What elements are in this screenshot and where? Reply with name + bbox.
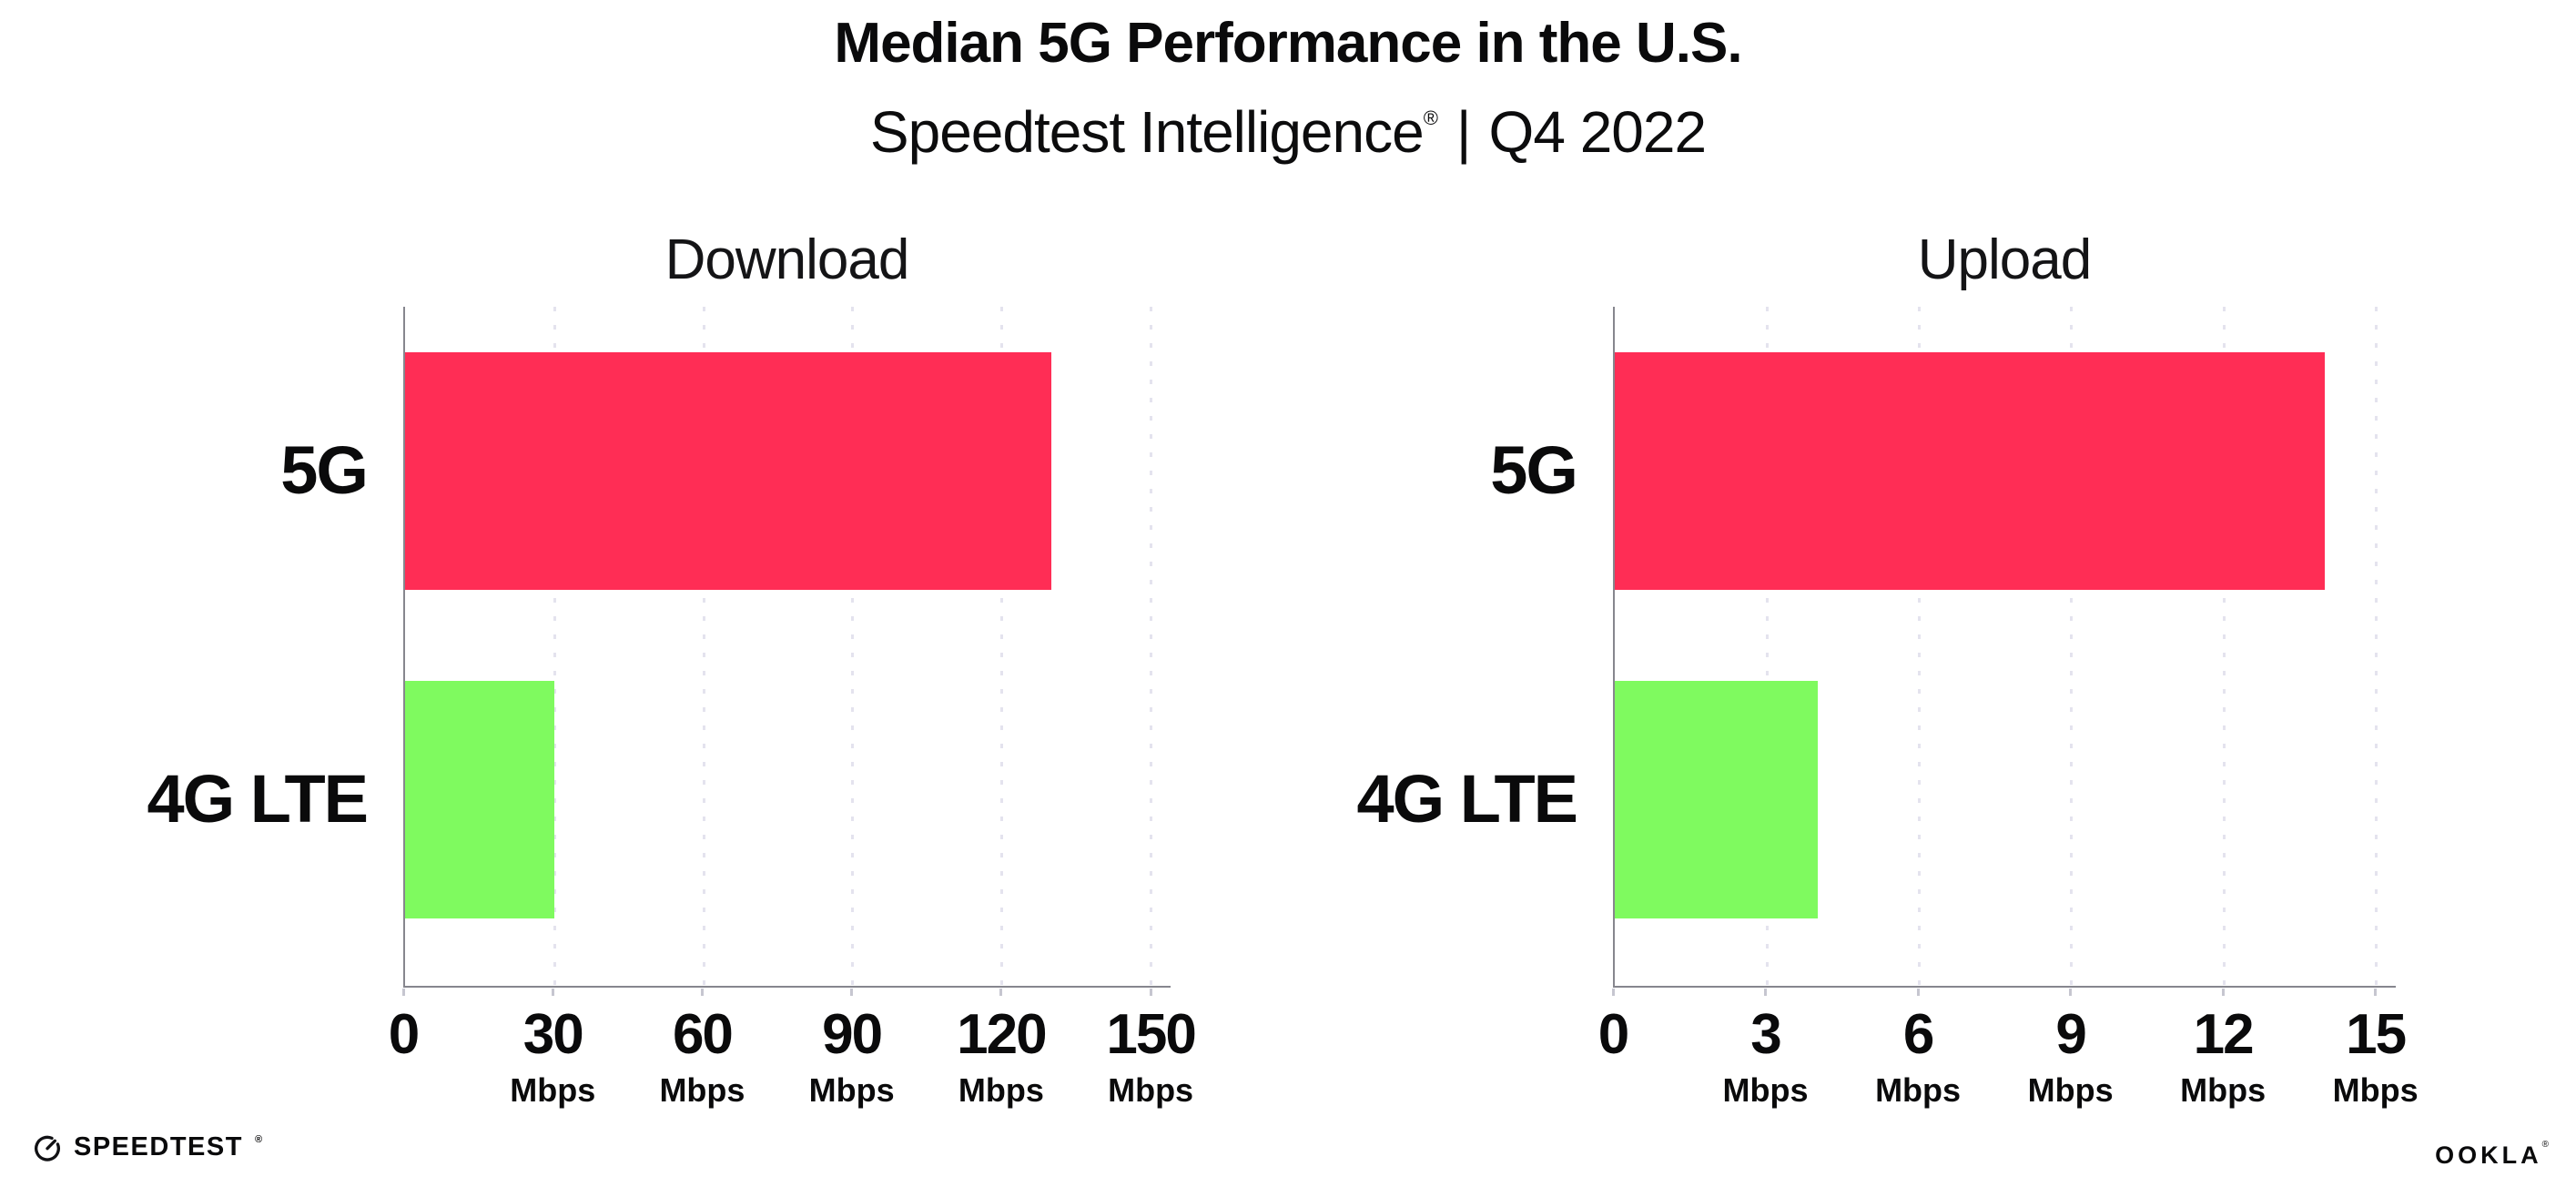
tick-number: 0 — [1597, 1003, 1630, 1066]
tick-number: 15 — [2346, 1003, 2407, 1066]
speedtest-logo: SPEEDTEST ® — [33, 1132, 262, 1162]
tick-unit-label: Mbps — [1722, 1071, 1809, 1109]
tick-number: 150 — [1106, 1003, 1196, 1066]
tick-unit-label: Mbps — [1108, 1071, 1194, 1109]
bar-5g — [1615, 352, 2325, 590]
tick-mark — [2069, 989, 2073, 996]
category-label-5g: 5G — [1490, 432, 1578, 508]
gridline-150-mbps — [1150, 307, 1153, 986]
tick-number: 60 — [672, 1003, 734, 1066]
page-subtitle: Speedtest Intelligence® | Q4 2022 — [0, 98, 2576, 166]
tick-label: 90 Mbps — [809, 1005, 895, 1109]
tick-label: 3 Mbps — [1723, 1005, 1809, 1109]
gridline-3-mbps — [1766, 307, 1770, 986]
tick-label: 9 Mbps — [2028, 1005, 2114, 1109]
tick-number: 12 — [2193, 1003, 2255, 1066]
tick-number: 120 — [957, 1003, 1047, 1066]
tick-unit-label: Mbps — [2180, 1071, 2267, 1109]
gridline-12-mbps — [2222, 307, 2226, 986]
tick-unit-label: Mbps — [808, 1071, 895, 1109]
tick-mark — [401, 989, 405, 996]
tick-mark — [999, 989, 1003, 996]
tick-number: 30 — [522, 1003, 584, 1066]
tick-mark — [1611, 989, 1615, 996]
tick-mark — [551, 989, 554, 996]
tick-label: 60 Mbps — [659, 1005, 745, 1109]
speedtest-registered-mark: ® — [254, 1133, 263, 1145]
tick-mark — [700, 989, 704, 996]
gridline-6-mbps — [1918, 307, 1922, 986]
bar-4g-lte — [405, 681, 554, 918]
tick-unit-label: Mbps — [2027, 1071, 2114, 1109]
category-label-4g-lte: 4G LTE — [147, 761, 369, 837]
tick-number: 9 — [2055, 1003, 2086, 1066]
tick-number: 3 — [1750, 1003, 1781, 1066]
tick-label: 12 Mbps — [2180, 1005, 2266, 1109]
tick-label: 6 Mbps — [1875, 1005, 1961, 1109]
tick-unit-label: Mbps — [2332, 1071, 2419, 1109]
tick-mark — [1916, 989, 1920, 996]
tick-unit-label: Mbps — [510, 1071, 596, 1109]
tick-mark — [2221, 989, 2225, 996]
gridline-9-mbps — [2070, 307, 2074, 986]
speedtest-gauge-icon — [35, 1135, 60, 1161]
tick-unit-label: Mbps — [958, 1071, 1044, 1109]
tick-number: 0 — [388, 1003, 421, 1066]
ookla-wordmark: OOKLA — [2435, 1141, 2542, 1169]
tick-number: 6 — [1902, 1003, 1934, 1066]
category-label-5g: 5G — [280, 432, 369, 508]
gridline-90-mbps — [851, 307, 855, 986]
bar-5g — [405, 352, 1051, 590]
category-label-4g-lte: 4G LTE — [1356, 761, 1578, 837]
tick-unit-label: Mbps — [659, 1071, 745, 1109]
registered-mark: ® — [1423, 107, 1438, 129]
page-title: Median 5G Performance in the U.S. — [834, 12, 1742, 75]
tick-label: 30 Mbps — [510, 1005, 595, 1109]
plot-area-download — [403, 307, 1171, 988]
subtitle-brand: Speedtest Intelligence — [869, 99, 1425, 165]
tick-mark — [850, 989, 854, 996]
tick-label: 0 — [1597, 1003, 1630, 1066]
ookla-logo: OOKLA ® — [2435, 1140, 2549, 1170]
tick-number: 90 — [822, 1003, 883, 1066]
bar-4g-lte — [1615, 681, 1818, 918]
plot-area-upload — [1613, 307, 2396, 988]
chart-title-upload: Upload — [1917, 228, 2092, 291]
gridline-30-mbps — [553, 307, 556, 986]
speedtest-wordmark: SPEEDTEST — [74, 1132, 243, 1161]
ookla-registered-mark: ® — [2541, 1140, 2549, 1150]
tick-unit-label: Mbps — [1875, 1071, 1962, 1109]
subtitle-period: Q4 2022 — [1488, 99, 1708, 165]
gridline-15-mbps — [2374, 307, 2378, 986]
gridline-60-mbps — [702, 307, 705, 986]
tick-mark — [1149, 989, 1152, 996]
tick-mark — [2374, 989, 2378, 996]
tick-label: 150 Mbps — [1106, 1003, 1196, 1109]
tick-label: 15 Mbps — [2333, 1005, 2419, 1109]
subtitle-separator: | — [1455, 99, 1472, 165]
tick-label: 120 Mbps — [957, 1003, 1047, 1109]
gridline-120-mbps — [1000, 307, 1004, 986]
chart-title-download: Download — [664, 228, 910, 291]
tick-label: 0 — [388, 1003, 421, 1066]
tick-mark — [1764, 989, 1768, 996]
